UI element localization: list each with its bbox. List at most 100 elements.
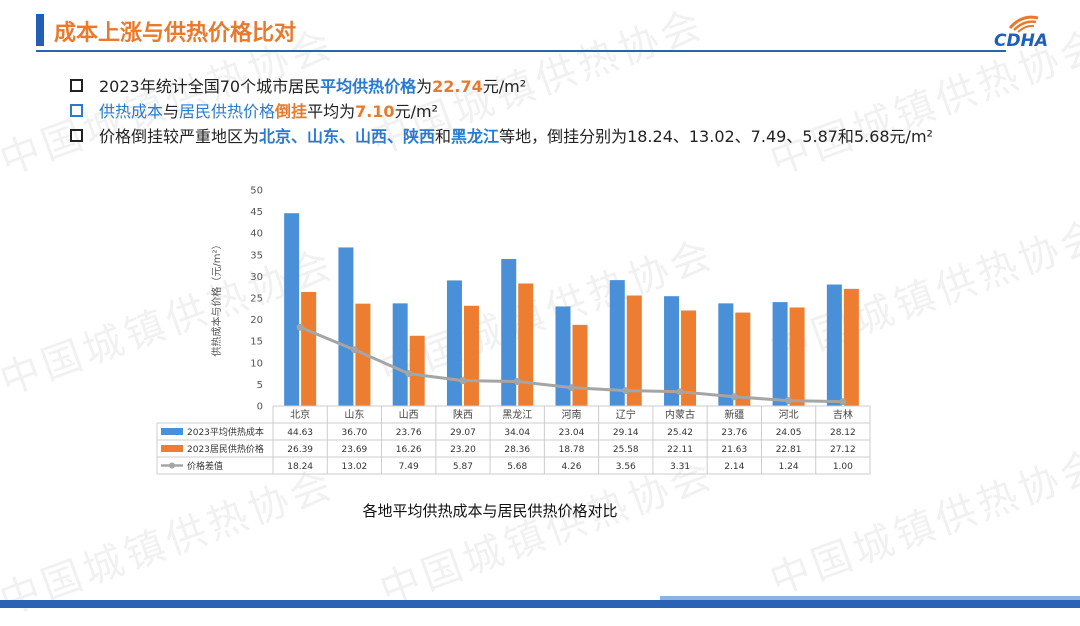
data-label: 4.26	[561, 462, 581, 472]
bar-cost	[392, 303, 408, 406]
bar-price	[463, 305, 479, 406]
bullet-text-segment: 2023年统计全国70个城市居民	[99, 77, 321, 96]
bar-cost	[501, 258, 517, 406]
data-label: 22.11	[667, 445, 693, 455]
bullet-text-segment: 22.74	[432, 77, 483, 96]
data-label: 13.02	[342, 462, 368, 472]
bar-price	[572, 324, 588, 406]
legend-entry: 2023居民供热价格	[187, 443, 264, 455]
bullet-average-price: 2023年统计全国70个城市居民平均供热价格为22.74元/m²	[70, 73, 526, 97]
cost-price-chart: 0 5 10 15 20 25 30 35 40 45 50 供热成本与价格（元/m²） 北京 山东 山西 陕…	[156, 186, 871, 475]
legend-entry: 价格差值	[187, 460, 223, 472]
y-tick-label: 5	[257, 380, 263, 391]
data-label: 29.14	[613, 428, 639, 438]
data-label: 25.42	[667, 428, 693, 438]
data-label: 5.68	[507, 462, 527, 472]
bullet-text-segment: 倒挂	[275, 102, 308, 121]
price-gap-point	[839, 398, 847, 406]
bar-price	[301, 291, 317, 406]
bar-cost	[826, 284, 842, 406]
bullet-text-segment: 居民供热价格	[179, 102, 276, 121]
x-tick-label: 新疆	[724, 408, 744, 421]
legend-swatch	[161, 445, 183, 452]
bullet-text-segment: 黑龙江	[451, 127, 500, 146]
bar-price	[843, 288, 859, 406]
y-tick-label: 45	[250, 207, 263, 218]
bar-cost	[555, 306, 571, 406]
data-label: 23.76	[721, 428, 747, 438]
bar-price	[518, 283, 534, 406]
bullet-square-icon	[70, 103, 83, 117]
bullet-text-segment: 元/m²	[482, 77, 527, 96]
legend-swatch	[161, 428, 183, 435]
bullet-text-segment: 7.10	[355, 102, 395, 121]
chart-caption: 各地平均供热成本与居民供热价格对比	[362, 502, 618, 520]
logo-text: CDHA	[994, 31, 1048, 51]
footer-band	[0, 600, 1080, 608]
bullet-text-segment: 价格倒挂较严重地区为	[99, 127, 260, 146]
bar-cost	[446, 280, 462, 406]
x-tick-label: 内蒙古	[665, 408, 695, 421]
data-label: 23.76	[396, 428, 422, 438]
x-tick-label: 黑龙江	[502, 408, 532, 421]
data-label: 28.36	[504, 445, 530, 455]
data-label: 3.31	[670, 462, 690, 472]
data-label: 3.56	[616, 462, 636, 472]
bar-cost	[338, 247, 354, 406]
data-label: 23.20	[450, 445, 476, 455]
title-accent-bar	[36, 14, 44, 46]
data-label: 23.04	[559, 428, 585, 438]
bullet-text-segment: 平均供热价格	[320, 77, 417, 96]
x-tick-label: 河北	[779, 409, 799, 421]
bar-price	[789, 307, 805, 406]
page-title: 成本上涨与供热价格比对	[54, 21, 297, 46]
bar-cost	[664, 296, 680, 406]
bullet-text-segment: 平均为	[307, 102, 356, 121]
price-gap-point	[785, 397, 793, 405]
bar-price	[681, 310, 697, 406]
bullet-text-segment: 北京、山东、山西、陕西	[259, 127, 436, 146]
data-label: 2.14	[724, 462, 744, 472]
data-label: 1.24	[779, 462, 799, 472]
data-label: 7.49	[399, 462, 419, 472]
bar-cost	[284, 213, 300, 406]
y-tick-label: 25	[250, 294, 263, 305]
bullet-text-segment: 与	[163, 102, 180, 121]
x-tick-label: 辽宁	[616, 408, 636, 421]
data-label: 44.63	[287, 428, 313, 438]
price-gap-point	[730, 393, 738, 401]
data-label: 24.05	[776, 428, 802, 438]
y-tick-label: 50	[250, 186, 263, 197]
bullet-text-segment: 供热成本	[99, 102, 164, 121]
bar-cost	[718, 303, 734, 406]
price-gap-point	[622, 387, 630, 395]
x-tick-label: 陕西	[453, 408, 473, 421]
x-tick-label: 吉林	[833, 408, 853, 421]
title-divider	[36, 50, 1006, 52]
bar-cost	[609, 280, 625, 406]
x-tick-label: 山东	[344, 408, 364, 421]
legend-entry: 2023平均供热成本	[187, 426, 264, 438]
bullet-text-segment: 和	[435, 127, 452, 146]
price-gap-point	[513, 377, 521, 385]
data-label: 27.12	[830, 445, 856, 455]
data-label: 22.81	[776, 445, 802, 455]
bar-price	[409, 335, 425, 406]
y-tick-label: 10	[250, 358, 263, 369]
data-label: 1.00	[833, 462, 853, 472]
data-label: 34.04	[504, 428, 530, 438]
price-gap-point	[459, 377, 467, 385]
price-gap-point	[350, 346, 358, 354]
footer-accent	[660, 596, 1080, 600]
price-gap-point	[676, 388, 684, 396]
y-axis-label: 供热成本与价格（元/m²）	[210, 239, 223, 356]
bullet-price-inversion: 供热成本与居民供热价格倒挂平均为7.10元/m²	[70, 98, 438, 122]
x-tick-label: 山西	[399, 409, 419, 421]
bar-cost	[772, 302, 788, 406]
legend-swatch-marker	[169, 462, 175, 469]
data-label: 5.87	[453, 462, 473, 472]
y-tick-label: 15	[250, 337, 263, 348]
data-label: 26.39	[287, 445, 313, 455]
data-label: 16.26	[396, 445, 422, 455]
data-label: 36.70	[342, 428, 368, 438]
